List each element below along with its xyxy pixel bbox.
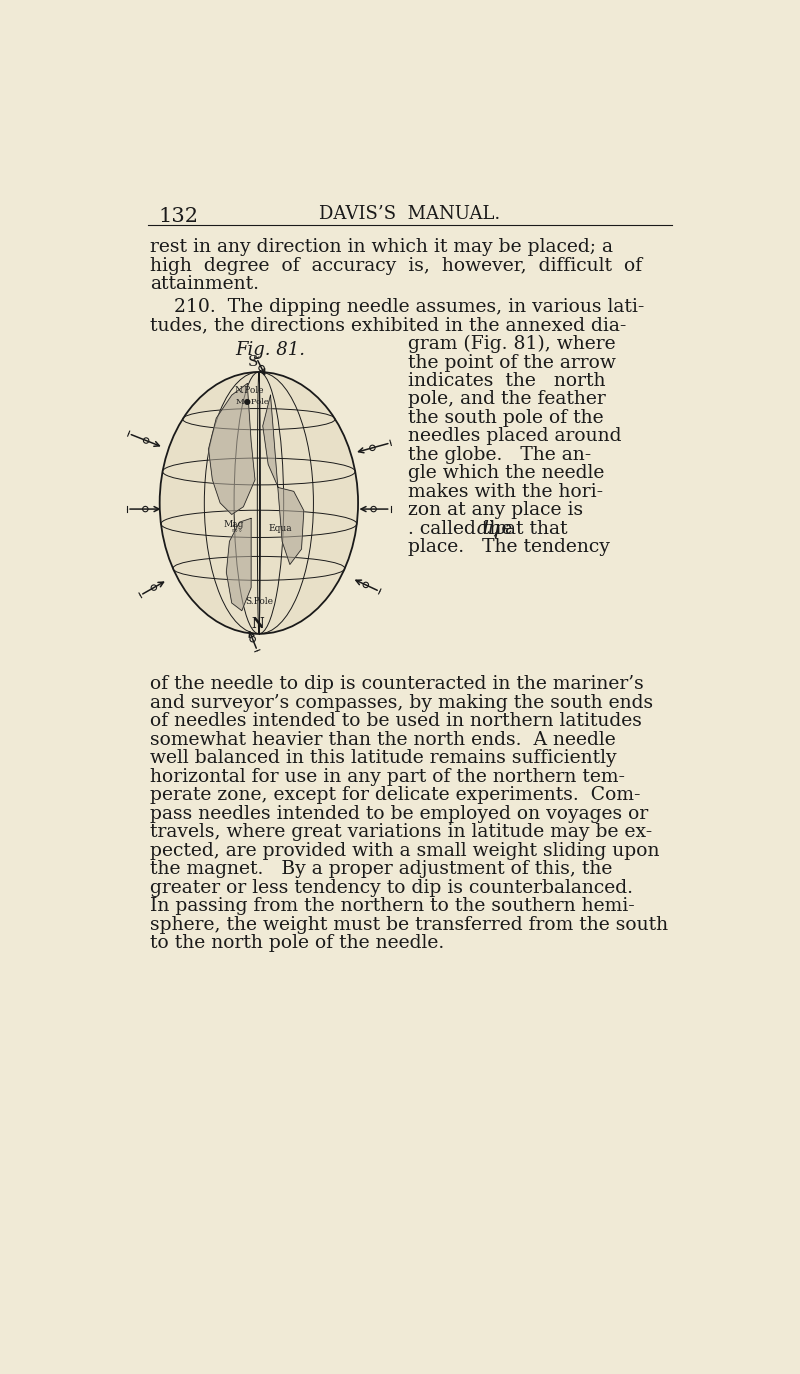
Text: 210.  The dipping needle assumes, in various lati-: 210. The dipping needle assumes, in vari… xyxy=(150,298,645,316)
Text: Equa: Equa xyxy=(269,525,292,533)
Text: the south pole of the: the south pole of the xyxy=(409,409,604,427)
Text: the point of the arrow: the point of the arrow xyxy=(409,353,616,371)
Text: N: N xyxy=(251,617,264,631)
Text: In passing from the northern to the southern hemi-: In passing from the northern to the sout… xyxy=(150,897,635,915)
Text: 132: 132 xyxy=(158,207,198,227)
Text: pected, are provided with a small weight sliding upon: pected, are provided with a small weight… xyxy=(150,842,660,860)
Text: attainment.: attainment. xyxy=(150,275,259,293)
Text: of the needle to dip is counteracted in the mariner’s: of the needle to dip is counteracted in … xyxy=(150,676,644,694)
Text: N.Pole: N.Pole xyxy=(235,386,264,394)
Text: tudes, the directions exhibited in the annexed dia-: tudes, the directions exhibited in the a… xyxy=(150,316,626,335)
Text: Fig. 81.: Fig. 81. xyxy=(236,341,306,359)
Text: well balanced in this latitude remains sufficiently: well balanced in this latitude remains s… xyxy=(150,749,617,767)
Text: place.   The tendency: place. The tendency xyxy=(409,539,610,556)
Text: Mag: Mag xyxy=(224,519,244,529)
Text: sphere, the weight must be transferred from the south: sphere, the weight must be transferred f… xyxy=(150,915,669,933)
Text: pass needles intended to be employed on voyages or: pass needles intended to be employed on … xyxy=(150,805,649,823)
Text: high  degree  of  accuracy  is,  however,  difficult  of: high degree of accuracy is, however, dif… xyxy=(150,257,642,275)
Text: ◦◦◦: ◦◦◦ xyxy=(231,528,243,536)
Text: indicates  the   north: indicates the north xyxy=(409,372,606,390)
Text: DAVIS’S  MANUAL.: DAVIS’S MANUAL. xyxy=(319,205,501,223)
Text: pole, and the feather: pole, and the feather xyxy=(409,390,606,408)
Text: . called the: . called the xyxy=(409,519,519,537)
Text: , at that: , at that xyxy=(493,519,567,537)
Text: the globe.   The an-: the globe. The an- xyxy=(409,447,592,464)
Text: and surveyor’s compasses, by making the south ends: and surveyor’s compasses, by making the … xyxy=(150,694,654,712)
Text: travels, where great variations in latitude may be ex-: travels, where great variations in latit… xyxy=(150,823,653,841)
Text: of needles intended to be used in northern latitudes: of needles intended to be used in northe… xyxy=(150,712,642,731)
Text: perate zone, except for delicate experiments.  Com-: perate zone, except for delicate experim… xyxy=(150,786,641,804)
Text: S.Pole: S.Pole xyxy=(245,596,273,606)
Text: S: S xyxy=(247,354,258,370)
Text: makes with the hori-: makes with the hori- xyxy=(409,482,603,502)
Text: somewhat heavier than the north ends.  A needle: somewhat heavier than the north ends. A … xyxy=(150,731,616,749)
Text: zon at any place is: zon at any place is xyxy=(409,502,583,519)
Text: M●Pole: M●Pole xyxy=(236,398,270,407)
Text: rest in any direction in which it may be placed; a: rest in any direction in which it may be… xyxy=(150,238,614,256)
Ellipse shape xyxy=(160,372,358,633)
Polygon shape xyxy=(209,383,255,514)
Polygon shape xyxy=(262,396,304,565)
Text: greater or less tendency to dip is counterbalanced.: greater or less tendency to dip is count… xyxy=(150,878,634,897)
Text: gle which the needle: gle which the needle xyxy=(409,464,605,482)
Polygon shape xyxy=(226,518,251,610)
Text: needles placed around: needles placed around xyxy=(409,427,622,445)
Text: horizontal for use in any part of the northern tem-: horizontal for use in any part of the no… xyxy=(150,768,626,786)
Text: to the north pole of the needle.: to the north pole of the needle. xyxy=(150,934,445,952)
Text: dip: dip xyxy=(477,519,507,537)
Text: gram (Fig. 81), where: gram (Fig. 81), where xyxy=(409,335,616,353)
Text: the magnet.   By a proper adjustment of this, the: the magnet. By a proper adjustment of th… xyxy=(150,860,613,878)
